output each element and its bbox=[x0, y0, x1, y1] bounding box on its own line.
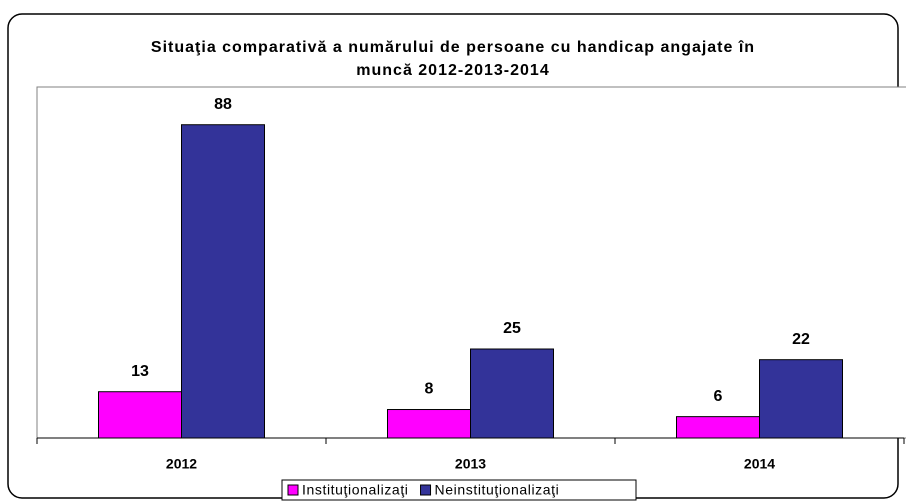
legend-marker bbox=[287, 484, 299, 496]
data-label: 22 bbox=[792, 331, 810, 348]
data-label: 88 bbox=[214, 96, 232, 113]
bar bbox=[759, 359, 843, 439]
x-tick-label: 2013 bbox=[455, 456, 486, 472]
bar bbox=[676, 416, 760, 439]
legend-marker bbox=[420, 484, 432, 496]
data-label: 13 bbox=[131, 363, 149, 380]
bar bbox=[181, 124, 265, 439]
legend-box bbox=[281, 479, 637, 501]
bar bbox=[470, 348, 554, 439]
data-label: 8 bbox=[425, 381, 434, 398]
legend-label: Neinstituţionalizaţi bbox=[435, 482, 560, 498]
chart-title: Situaţia comparativă a numărului de pers… bbox=[150, 39, 756, 79]
data-label: 6 bbox=[714, 388, 723, 405]
legend-label: Instituţionalizaţi bbox=[302, 482, 409, 498]
bar bbox=[387, 409, 471, 439]
x-tick-label: 2012 bbox=[166, 456, 197, 472]
data-label: 25 bbox=[503, 320, 521, 337]
x-tick-label: 2014 bbox=[744, 456, 775, 472]
bar bbox=[98, 391, 182, 439]
